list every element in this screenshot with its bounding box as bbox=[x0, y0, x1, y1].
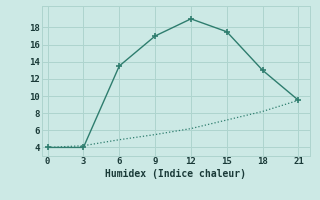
X-axis label: Humidex (Indice chaleur): Humidex (Indice chaleur) bbox=[106, 169, 246, 179]
